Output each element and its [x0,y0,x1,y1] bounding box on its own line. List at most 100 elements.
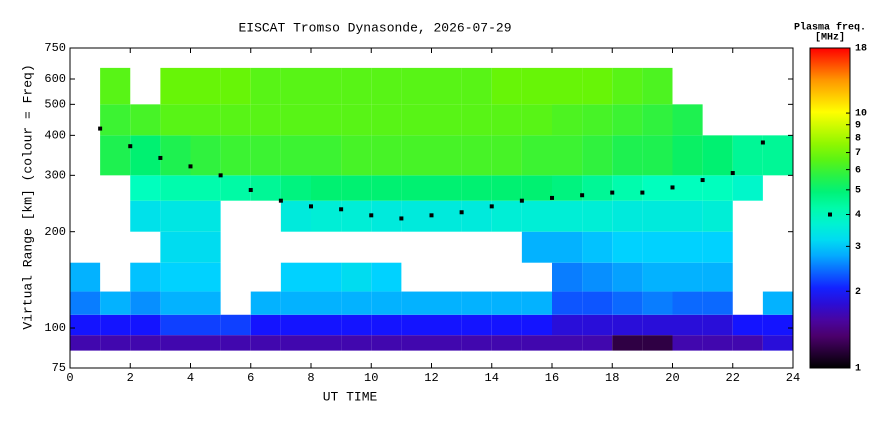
heat-cell [280,335,311,351]
heat-cell [552,200,583,232]
y-tick-label: 200 [44,225,66,239]
heat-cell [491,175,522,201]
colorbar-tick-label: 8 [855,133,861,144]
heat-cell [100,314,131,336]
heat-cell [552,231,583,263]
heat-cell [250,104,281,136]
trace-point [309,204,313,209]
colorbar-title: Plasma freq. [794,22,866,34]
heat-cell [160,200,191,232]
heat-cell [642,262,673,292]
heat-cell [401,104,432,136]
heat-cell [461,175,492,201]
colorbar-tick-label: 1 [855,364,861,375]
heat-cell [160,67,191,105]
heat-cell [582,67,613,105]
heat-cell [702,314,733,336]
heat-cell [612,262,643,292]
heat-cell [371,262,402,292]
heat-cell [461,135,492,176]
heat-cell [521,200,552,232]
heat-cell [702,335,733,351]
heat-cell [642,335,673,351]
y-axis-label: Virtual Range [km] (colour = Freq) [20,64,35,329]
heat-cell [461,67,492,105]
heat-cell [672,335,703,351]
trace-point [730,171,735,176]
heat-cell [762,335,793,351]
x-tick-label: 4 [187,371,194,385]
x-tick-label: 0 [66,371,73,385]
heat-cell [401,135,432,176]
colorbar-tick-label: 6 [855,165,861,176]
heat-cell [461,335,492,351]
y-tick-label: 750 [44,41,66,55]
y-tick-label: 500 [44,98,66,112]
x-tick-label: 22 [726,371,740,385]
y-tick-label: 75 [52,361,66,375]
colorbar-tick-label: 7 [855,148,861,159]
colorbar-tick-label: 4 [855,210,861,221]
heat-cell [642,104,673,136]
trace-point [640,190,645,195]
heat-cell [371,291,402,315]
heat-cell [521,291,552,315]
x-axis-label: UT TIME [323,389,378,404]
heat-cell [130,200,161,232]
heat-cell [702,175,733,201]
heat-cell [341,262,372,292]
heat-cell [491,67,522,105]
heat-cell [431,314,462,336]
heat-cell [250,67,281,105]
colorbar-tick-label: 10 [855,109,867,120]
heat-cell [552,135,583,176]
heat-cell [190,175,221,201]
heat-cell [582,104,613,136]
heat-cell [491,314,522,336]
heat-cell [341,135,372,176]
heat-cell [491,135,522,176]
heat-cell [130,175,161,201]
heat-cell [552,291,583,315]
trace-point [339,207,344,212]
colorbar-marker [828,212,832,217]
heat-cell [130,335,161,351]
heat-cell [190,104,221,136]
heat-cell [521,67,552,105]
heat-cell [280,175,311,201]
heat-cell [521,104,552,136]
heat-cell [461,104,492,136]
heat-cell [582,335,613,351]
heat-cell [371,175,402,201]
x-tick-label: 8 [307,371,314,385]
x-tick-label: 24 [786,371,800,385]
colorbar-tick-label: 2 [855,287,861,298]
heat-cell [732,135,763,176]
heat-cell [250,135,281,176]
heat-cell [401,291,432,315]
heat-cell [220,314,251,336]
heat-cell [371,200,402,232]
heat-cell [190,135,221,176]
x-tick-label: 16 [545,371,559,385]
heat-cell [401,200,432,232]
heat-cell [552,175,583,201]
heat-cell [100,104,131,136]
heat-cell [371,104,402,136]
heat-cell [220,135,251,176]
heat-cell [582,175,613,201]
heat-cell [672,175,703,201]
heat-cell [371,335,402,351]
heat-cell [160,135,191,176]
heat-cell [762,314,793,336]
heat-cell [401,175,432,201]
heat-cell [612,335,643,351]
trace-point [760,140,765,145]
heat-cell [702,291,733,315]
heat-cell [341,67,372,105]
heat-cell [672,314,703,336]
heat-cell [190,314,221,336]
heat-cell [70,314,101,336]
colorbar-tick-label: 5 [855,185,861,196]
heat-cell [672,262,703,292]
